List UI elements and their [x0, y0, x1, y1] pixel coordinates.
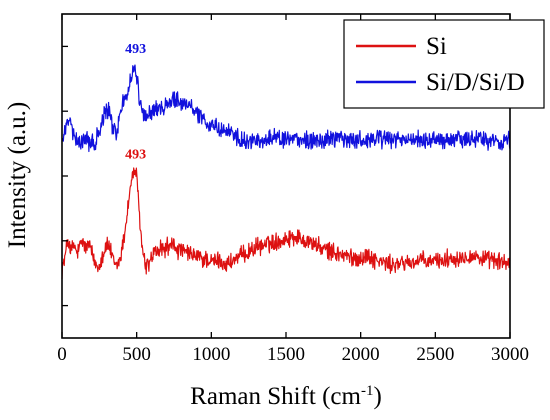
x-axis-title-superscript: -1	[361, 383, 374, 399]
peak-label-0: 493	[125, 42, 146, 57]
x-tick-label-0: 0	[57, 344, 67, 365]
x-tick-label-5: 2500	[416, 344, 454, 365]
series-line-1	[61, 64, 511, 153]
legend-label-1: Si/D/Si/D	[426, 69, 525, 96]
peak-annotations: 493 493	[125, 42, 146, 163]
y-axis-title: Intensity (a.u.)	[4, 102, 31, 248]
x-tick-label-6: 3000	[491, 344, 529, 365]
plot-area	[61, 64, 511, 280]
x-tick-label-2: 1000	[192, 344, 230, 365]
x-tick-label-1: 500	[122, 344, 151, 365]
x-axis-title-main: Raman Shift (cm	[190, 383, 361, 410]
x-tick-label-4: 2000	[342, 344, 380, 365]
peak-label-1: 493	[125, 148, 146, 163]
x-tick-label-3: 1500	[267, 344, 305, 365]
series-line-0	[61, 167, 511, 280]
x-axis-title-close: )	[373, 383, 381, 410]
axes: 0 500 1000 1500 2000 2500 3000 Raman Shift (cm-…	[4, 13, 529, 410]
legend-label-0: Si	[426, 33, 447, 60]
x-axis-title: Raman Shift (cm-1)	[190, 383, 382, 410]
legend: Si Si/D/Si/D	[343, 19, 545, 109]
legend-box	[343, 19, 545, 109]
